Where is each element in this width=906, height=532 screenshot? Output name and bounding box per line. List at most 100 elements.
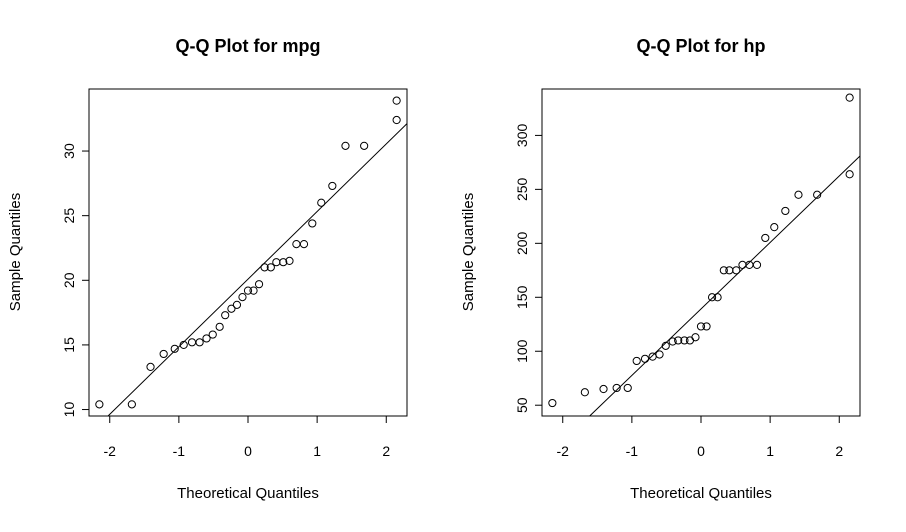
data-point [794, 190, 803, 199]
y-tick-label: 25 [61, 208, 77, 224]
data-point [285, 256, 294, 266]
data-point [648, 352, 657, 361]
data-point [170, 344, 179, 353]
data-point [623, 383, 632, 393]
data-point [580, 388, 589, 397]
data-point [685, 336, 695, 345]
x-tick-label: -1 [173, 443, 186, 459]
data-point [146, 362, 155, 371]
data-point [680, 336, 689, 345]
data-points [548, 93, 854, 408]
data-point [208, 330, 217, 339]
data-point [202, 334, 211, 343]
data-points [95, 96, 401, 409]
data-point [195, 338, 204, 347]
x-tick-label: 1 [766, 443, 774, 459]
data-point [299, 239, 309, 249]
y-tick-label: 150 [514, 285, 530, 309]
y-tick-label: 50 [514, 397, 530, 413]
data-point [232, 300, 242, 309]
data-point [632, 356, 641, 366]
y-tick-label: 20 [61, 272, 77, 288]
data-point [752, 260, 762, 270]
data-point [707, 293, 717, 302]
data-point [612, 383, 621, 393]
data-point [221, 311, 230, 320]
x-tick-label: 2 [835, 443, 843, 459]
reference-line [107, 123, 408, 417]
data-point [548, 398, 557, 408]
y-tick-label: 15 [61, 337, 77, 353]
x-tick-label: -1 [626, 443, 639, 459]
data-point [640, 354, 650, 363]
data-point [187, 338, 197, 347]
chart-title: Q-Q Plot for mpg [176, 36, 321, 56]
data-point [781, 206, 790, 216]
data-point [655, 350, 664, 359]
data-point [845, 93, 854, 102]
data-point [392, 115, 401, 125]
data-point [813, 190, 822, 199]
x-tick-label: 2 [382, 443, 390, 459]
data-point [738, 260, 747, 270]
x-tick-label: 1 [313, 443, 321, 459]
data-point [243, 286, 253, 295]
x-tick-label: 0 [244, 443, 252, 459]
data-point [599, 384, 608, 394]
data-point [674, 336, 683, 345]
reference-line-group [589, 155, 861, 417]
data-point [317, 198, 326, 207]
y-tick-label: 30 [61, 143, 77, 159]
data-point [732, 266, 741, 275]
data-point [215, 322, 224, 331]
data-point [845, 170, 854, 179]
data-point [272, 258, 281, 267]
reference-line-group [107, 123, 408, 417]
y-tick-label: 100 [514, 339, 530, 363]
chart-title: Q-Q Plot for hp [637, 36, 766, 56]
x-tick-label: -2 [104, 443, 117, 459]
x-axis-ticks: -2 -1 0 1 2 [104, 415, 390, 459]
plot-frame [541, 88, 861, 417]
y-tick-label: 300 [514, 124, 530, 148]
data-point [691, 333, 700, 342]
data-point [392, 96, 401, 105]
x-axis-label: Theoretical Quantiles [177, 485, 319, 502]
qq-panel-hp: Q-Q Plot for hp Theoretical Quantiles Sa… [460, 36, 861, 502]
y-axis-ticks: 50 100 150 200 250 300 [514, 124, 543, 413]
plot-frame [88, 88, 408, 417]
x-axis-label: Theoretical Quantiles [630, 485, 772, 502]
data-point [668, 337, 677, 346]
data-point [341, 141, 350, 150]
y-axis-ticks: 10 15 20 25 30 [61, 143, 90, 417]
qq-panel-mpg: Q-Q Plot for mpg Theoretical Quantiles S… [7, 36, 408, 502]
data-point [249, 286, 258, 295]
data-point [725, 266, 734, 275]
data-point [719, 266, 728, 275]
y-tick-label: 200 [514, 231, 530, 255]
data-point [279, 258, 288, 267]
y-axis-label: Sample Quantiles [460, 193, 477, 311]
data-point [292, 239, 301, 249]
data-point [227, 304, 236, 313]
data-point [260, 263, 269, 272]
data-point [95, 400, 104, 409]
data-point [308, 219, 317, 228]
data-point [761, 233, 770, 243]
data-point [254, 280, 264, 289]
x-axis-ticks: -2 -1 0 1 2 [557, 415, 843, 459]
data-point [328, 181, 337, 191]
data-point [770, 223, 779, 232]
data-point [266, 263, 275, 272]
x-tick-label: 0 [697, 443, 705, 459]
y-tick-label: 250 [514, 177, 530, 201]
data-point [696, 322, 706, 331]
x-tick-label: -2 [557, 443, 570, 459]
data-point [238, 292, 247, 302]
data-point [702, 322, 711, 331]
reference-line [589, 155, 861, 417]
data-point [360, 141, 369, 150]
y-axis-label: Sample Quantiles [7, 193, 24, 311]
data-point [127, 400, 136, 409]
